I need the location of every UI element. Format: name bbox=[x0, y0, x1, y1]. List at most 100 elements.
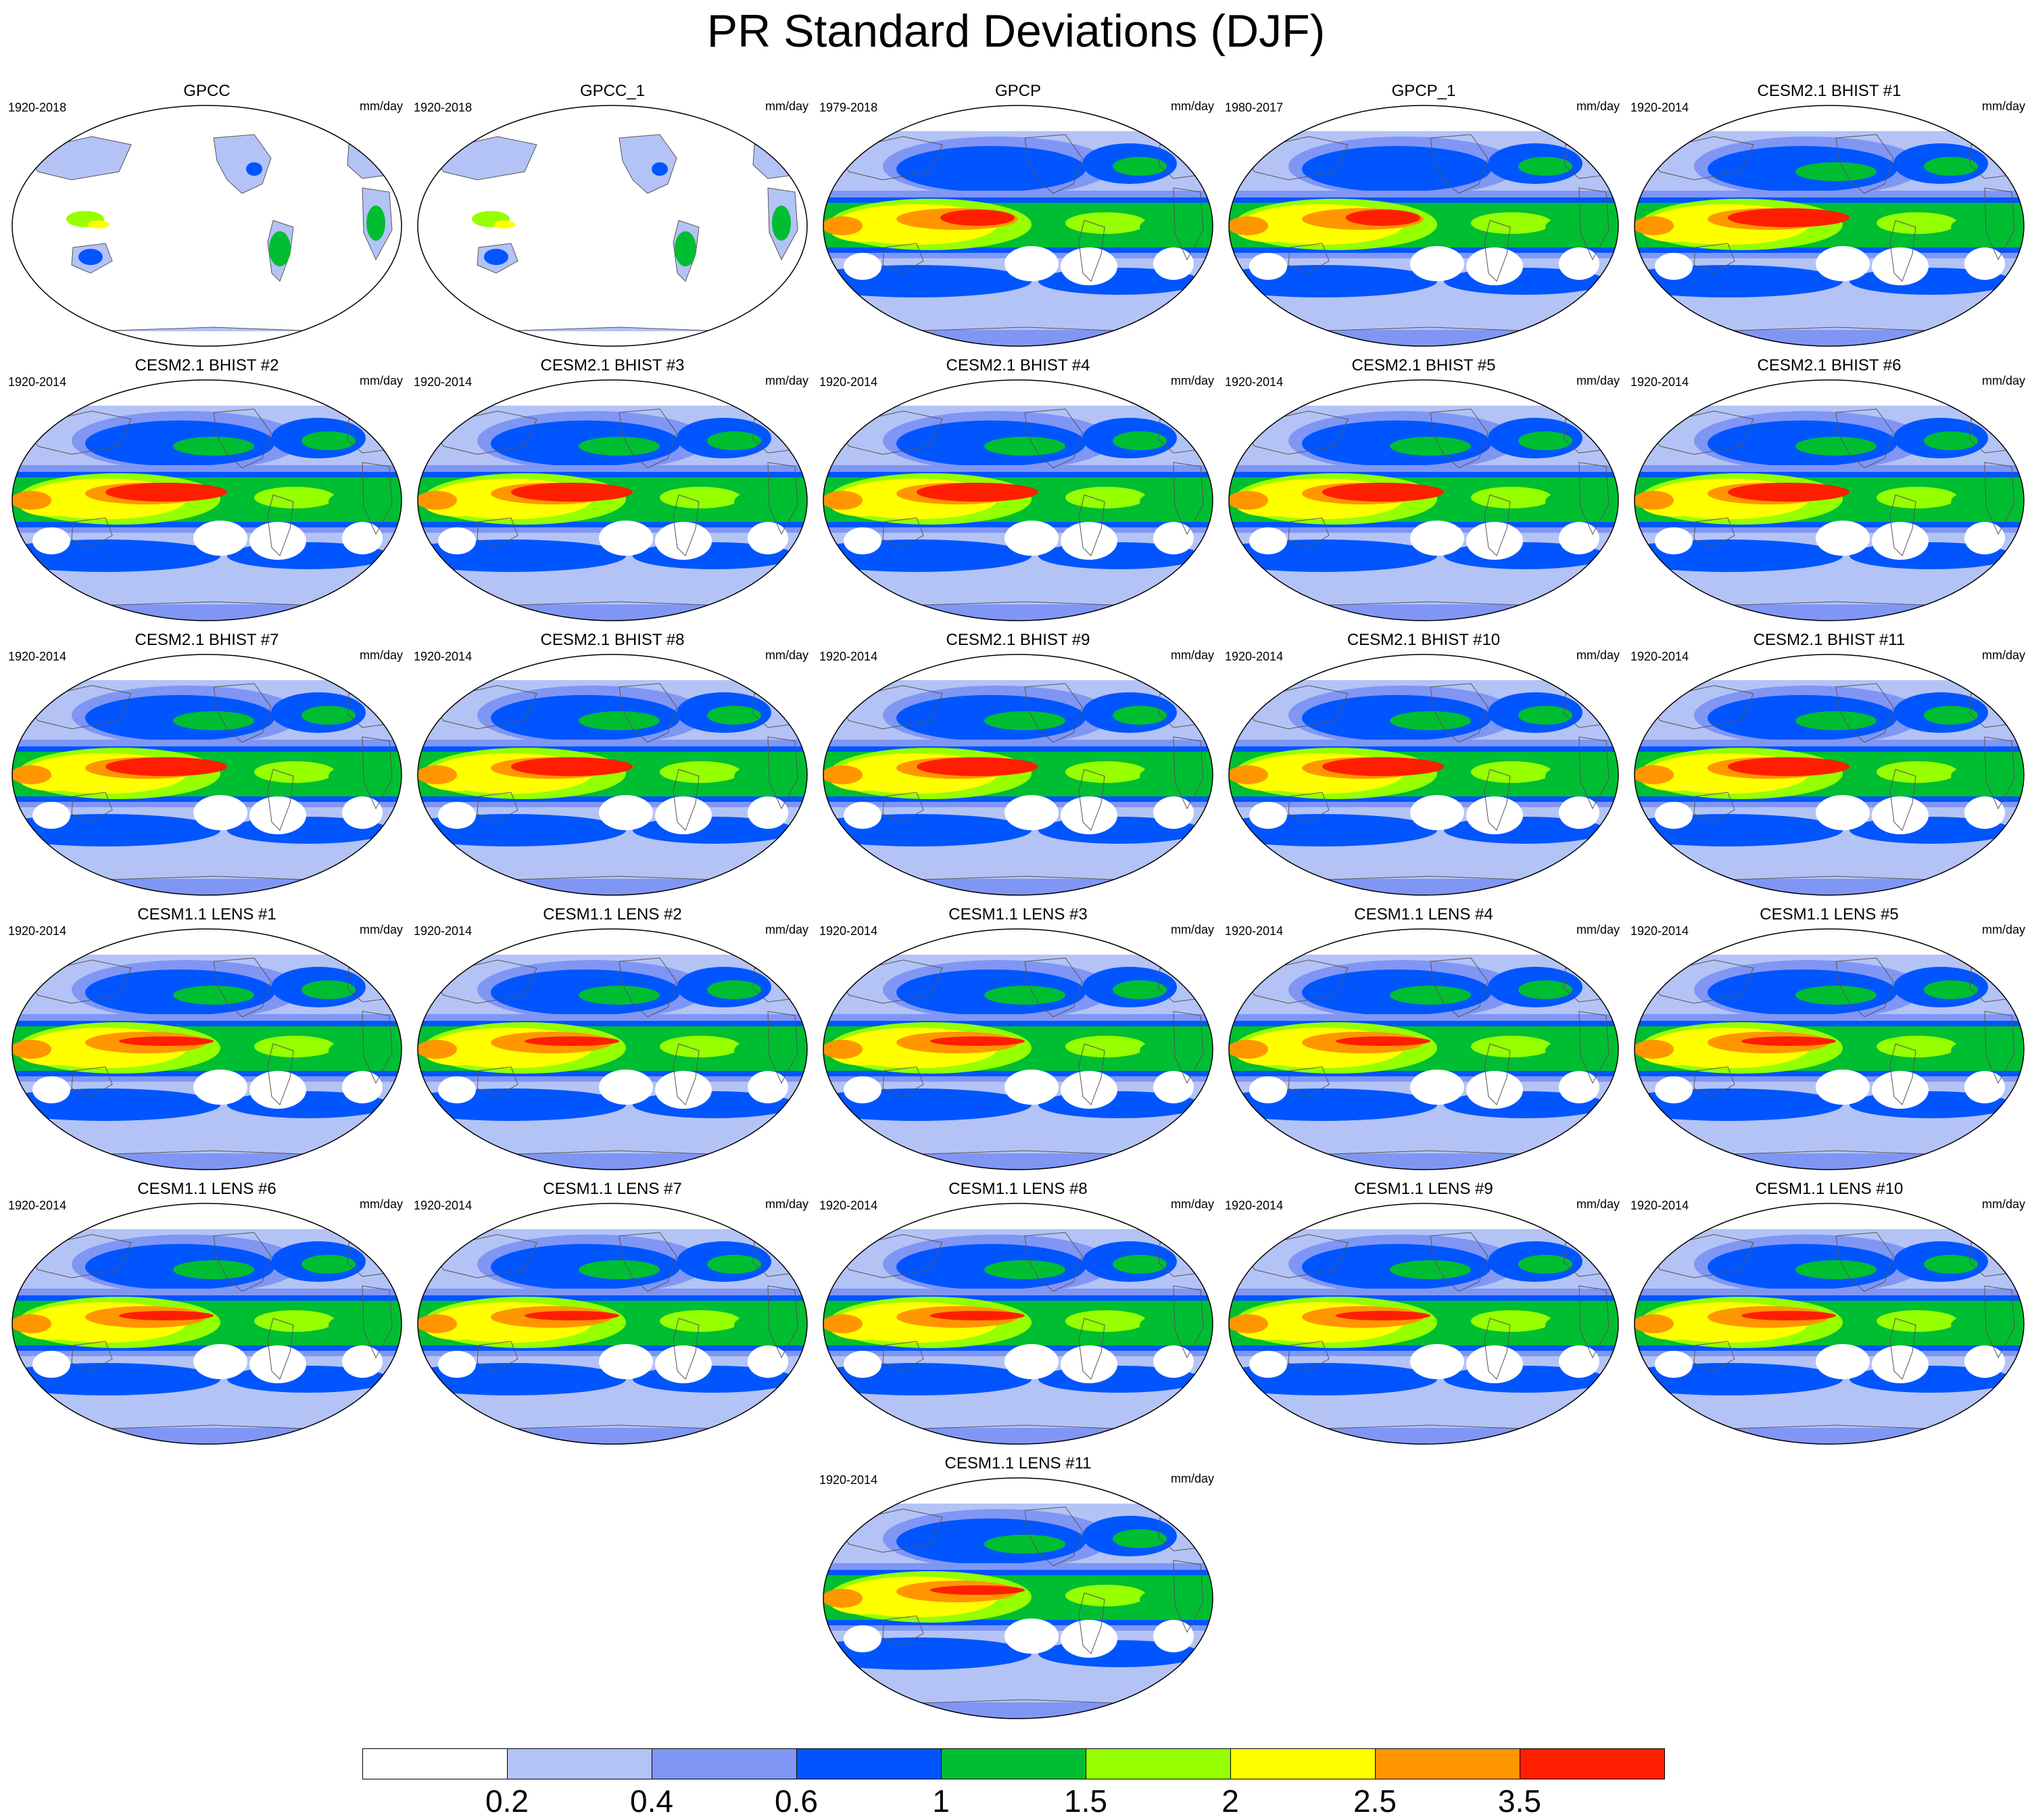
colorbar-swatch bbox=[941, 1748, 1086, 1779]
global-map bbox=[823, 379, 1213, 621]
panel-title: CESM1.1 LENS #5 bbox=[1760, 905, 1899, 924]
colorbar-tick-label: 0.4 bbox=[630, 1783, 673, 1819]
global-map bbox=[1228, 928, 1619, 1170]
global-map bbox=[417, 654, 808, 896]
panel-title: GPCC_1 bbox=[579, 82, 646, 100]
panel-years: 1920-2014 bbox=[414, 650, 473, 663]
panel-years: 1920-2014 bbox=[1630, 1199, 1689, 1212]
panel-years: 1920-2018 bbox=[414, 101, 473, 114]
global-map bbox=[823, 1477, 1213, 1719]
panel-units: mm/day bbox=[359, 99, 403, 113]
panel-units: mm/day bbox=[1170, 923, 1214, 936]
panel-units: mm/day bbox=[1981, 99, 2025, 113]
panel-years: 1920-2014 bbox=[1225, 375, 1284, 389]
panel-years: 1920-2014 bbox=[819, 375, 878, 389]
panel-title: CESM2.1 BHIST #1 bbox=[1757, 82, 1902, 100]
panel-years: 1980-2017 bbox=[1225, 101, 1284, 114]
map-outline bbox=[11, 928, 402, 1170]
map-panel: GPCC_1 1920-2018 mm/day bbox=[411, 81, 814, 352]
panel-title: CESM2.1 BHIST #6 bbox=[1757, 356, 1902, 375]
panel-years: 1920-2018 bbox=[8, 101, 67, 114]
colorbar-tick-label: 1 bbox=[932, 1783, 950, 1819]
map-outline bbox=[1634, 105, 2025, 347]
map-panel: CESM1.1 LENS #10 1920-2014 mm/day bbox=[1628, 1179, 2031, 1450]
panel-units: mm/day bbox=[1981, 923, 2025, 936]
colorbar-tick-label: 3.5 bbox=[1498, 1783, 1541, 1819]
map-panel: CESM2.1 BHIST #10 1920-2014 mm/day bbox=[1222, 630, 1625, 901]
panel-years: 1920-2014 bbox=[1630, 924, 1689, 938]
colorbar-swatch bbox=[1086, 1748, 1231, 1779]
global-map bbox=[1228, 105, 1619, 347]
colorbar-swatch bbox=[362, 1748, 508, 1779]
map-outline bbox=[1228, 105, 1619, 347]
panel-title: CESM1.1 LENS #3 bbox=[948, 905, 1088, 924]
map-panel: CESM2.1 BHIST #1 1920-2014 mm/day bbox=[1628, 81, 2031, 352]
map-panel: CESM2.1 BHIST #8 1920-2014 mm/day bbox=[411, 630, 814, 901]
map-panel: CESM2.1 BHIST #4 1920-2014 mm/day bbox=[817, 356, 1219, 626]
panel-units: mm/day bbox=[765, 1197, 808, 1211]
panel-units: mm/day bbox=[1576, 374, 1620, 387]
panel-title: CESM2.1 BHIST #3 bbox=[540, 356, 685, 375]
global-map bbox=[823, 928, 1213, 1170]
panel-units: mm/day bbox=[359, 648, 403, 662]
map-outline bbox=[823, 928, 1213, 1170]
map-outline bbox=[1228, 1203, 1619, 1445]
map-panel: CESM2.1 BHIST #5 1920-2014 mm/day bbox=[1222, 356, 1625, 626]
global-map bbox=[11, 654, 402, 896]
colorbar-tick-label: 0.2 bbox=[485, 1783, 529, 1819]
panel-years: 1920-2014 bbox=[8, 924, 67, 938]
colorbar-tick-label: 2 bbox=[1221, 1783, 1239, 1819]
panel-years: 1920-2014 bbox=[1630, 375, 1689, 389]
colorbar-swatch bbox=[652, 1748, 797, 1779]
map-outline bbox=[417, 654, 808, 896]
global-map bbox=[11, 379, 402, 621]
map-outline bbox=[1634, 379, 2025, 621]
map-outline bbox=[1634, 928, 2025, 1170]
colorbar-swatch bbox=[1520, 1748, 1665, 1779]
map-outline bbox=[823, 654, 1213, 896]
figure-title: PR Standard Deviations (DJF) bbox=[706, 5, 1326, 57]
map-panel: GPCP_1 1980-2017 mm/day bbox=[1222, 81, 1625, 352]
panel-units: mm/day bbox=[765, 923, 808, 936]
map-panel: CESM1.1 LENS #3 1920-2014 mm/day bbox=[817, 905, 1219, 1175]
panel-units: mm/day bbox=[1981, 648, 2025, 662]
map-panel: CESM1.1 LENS #6 1920-2014 mm/day bbox=[5, 1179, 408, 1450]
panel-title: CESM1.1 LENS #7 bbox=[543, 1180, 682, 1198]
panel-title: CESM2.1 BHIST #7 bbox=[135, 631, 279, 649]
panel-units: mm/day bbox=[1576, 923, 1620, 936]
map-outline bbox=[11, 1203, 402, 1445]
panel-years: 1920-2014 bbox=[819, 924, 878, 938]
map-panel: GPCC 1920-2018 mm/day bbox=[5, 81, 408, 352]
global-map bbox=[417, 928, 808, 1170]
map-outline bbox=[823, 379, 1213, 621]
panel-units: mm/day bbox=[765, 648, 808, 662]
panel-units: mm/day bbox=[765, 374, 808, 387]
panel-units: mm/day bbox=[359, 374, 403, 387]
map-panel: CESM1.1 LENS #5 1920-2014 mm/day bbox=[1628, 905, 2031, 1175]
global-map bbox=[1228, 1203, 1619, 1445]
colorbar-tick-label: 1.5 bbox=[1064, 1783, 1107, 1819]
map-panel: CESM1.1 LENS #7 1920-2014 mm/day bbox=[411, 1179, 814, 1450]
panel-title: GPCC bbox=[183, 82, 231, 100]
panel-years: 1920-2014 bbox=[8, 650, 67, 663]
colorbar-swatch bbox=[507, 1748, 652, 1779]
panel-title: CESM2.1 BHIST #8 bbox=[540, 631, 685, 649]
global-map bbox=[417, 1203, 808, 1445]
panel-years: 1920-2014 bbox=[819, 1199, 878, 1212]
global-map bbox=[823, 105, 1213, 347]
panel-years: 1920-2014 bbox=[1225, 1199, 1284, 1212]
map-panel: CESM1.1 LENS #4 1920-2014 mm/day bbox=[1222, 905, 1625, 1175]
map-outline bbox=[417, 928, 808, 1170]
map-outline bbox=[1228, 379, 1619, 621]
panel-years: 1920-2014 bbox=[819, 1473, 878, 1487]
panel-units: mm/day bbox=[359, 923, 403, 936]
panel-title: GPCP_1 bbox=[1391, 82, 1456, 100]
panel-years: 1920-2014 bbox=[1630, 101, 1689, 114]
panel-units: mm/day bbox=[1170, 648, 1214, 662]
map-outline bbox=[11, 379, 402, 621]
colorbar-tick-label: 2.5 bbox=[1353, 1783, 1397, 1819]
map-outline bbox=[1634, 654, 2025, 896]
map-outline bbox=[1228, 654, 1619, 896]
map-panel: CESM2.1 BHIST #2 1920-2014 mm/day bbox=[5, 356, 408, 626]
map-outline bbox=[417, 1203, 808, 1445]
